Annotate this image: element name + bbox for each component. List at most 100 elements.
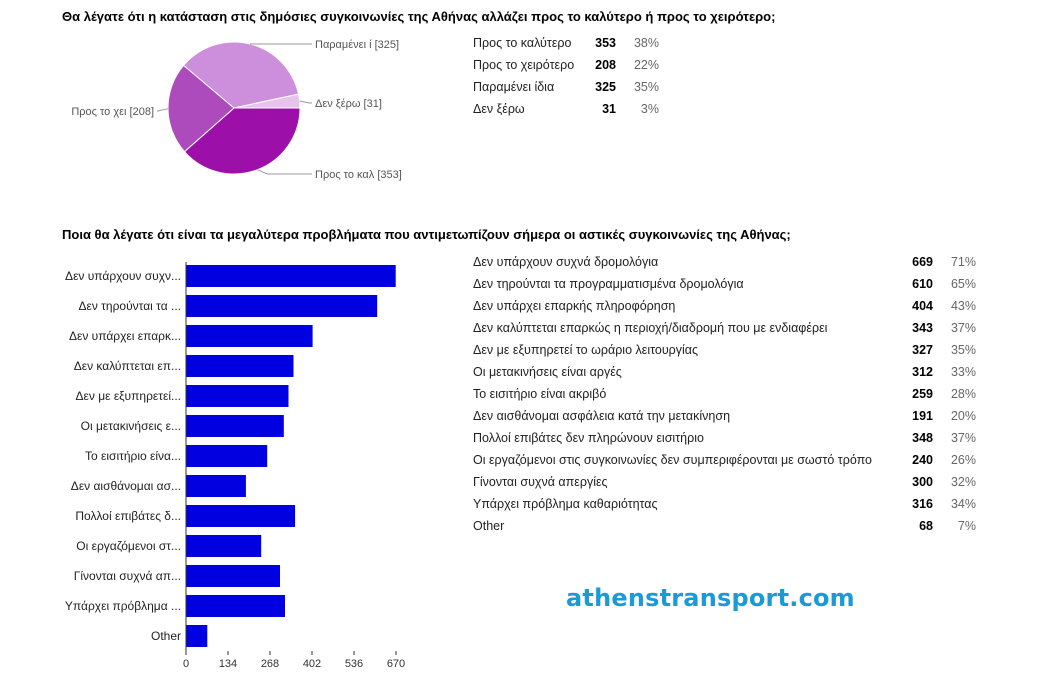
row-count: 610 [912, 277, 933, 291]
bar-category-label: Δεν αισθάνομαι ασ... [71, 479, 181, 493]
bar-category-label: Υπάρχει πρόβλημα ... [65, 599, 181, 613]
row-percent: 38% [633, 36, 659, 50]
bar-x-tick-label: 268 [261, 658, 279, 670]
row-percent: 3% [640, 102, 659, 116]
pie-slice [167, 64, 235, 153]
bar-category-label: Οι εργαζόμενοι στ... [76, 539, 181, 553]
row-label: Δεν αισθάνομαι ασφάλεια κατά την μετακίν… [473, 409, 731, 423]
table-row: Δεν με εξυπηρετεί το ωράριο λειτουργίας 3… [473, 339, 976, 361]
table-row: Δεν αισθάνομαι ασφάλεια κατά την μετακίν… [473, 405, 976, 427]
bar [186, 385, 289, 407]
row-count: 68 [919, 519, 933, 533]
pie-callout-line [299, 100, 312, 104]
row-label: Παραμένει ίδια [473, 80, 555, 94]
bar [186, 295, 378, 317]
bar-x-tick-label: 402 [303, 658, 321, 670]
table-row: Προς το χειρότερο 208 22% [473, 54, 659, 76]
row-count: 353 [595, 36, 616, 50]
row-percent: 20% [950, 409, 976, 423]
row-count: 327 [912, 343, 933, 357]
table-row: Δεν υπάρχει επαρκής πληροφόρηση 404 43% [473, 295, 976, 317]
row-count: 259 [912, 387, 933, 401]
bar-category-label: Δεν καλύπτεται επ... [74, 359, 181, 373]
table-row: Υπάρχει πρόβλημα καθαριότητας 316 34% [473, 493, 976, 515]
bar-category-label: Το εισιτήριο είνα... [85, 449, 181, 463]
table-row: Το εισιτήριο είναι ακριβό 259 28% [473, 383, 976, 405]
row-count: 240 [912, 453, 933, 467]
row-label: Προς το χειρότερο [473, 58, 575, 72]
row-label: Δεν ξέρω [473, 102, 525, 116]
pie-callout-label: Δεν ξέρω [31] [315, 98, 382, 110]
table-row: Οι μετακινήσεις είναι αργές 312 33% [473, 361, 976, 383]
bar [186, 325, 313, 347]
row-percent: 32% [950, 475, 976, 489]
row-count: 312 [912, 365, 933, 379]
row-percent: 43% [950, 299, 976, 313]
bar-category-label: Δεν τηρούνται τα ... [78, 299, 181, 313]
watermark-logo: athenstransport.com [566, 584, 855, 612]
row-count: 404 [912, 299, 933, 313]
row-count: 316 [912, 497, 933, 511]
row-label: Υπάρχει πρόβλημα καθαριότητας [473, 497, 658, 511]
row-label: Οι εργαζόμενοι στις συγκοινωνίες δεν συμ… [473, 453, 872, 467]
pie-question-title: Θα λέγατε ότι η κατάσταση στις δημόσιες … [62, 9, 776, 24]
row-percent: 34% [950, 497, 976, 511]
bar-x-tick-label: 536 [345, 658, 363, 670]
bar [186, 355, 294, 377]
pie-callout-line [257, 169, 312, 175]
table-row: Πολλοί επιβάτες δεν πληρώνουν εισιτήριο 3… [473, 427, 976, 449]
row-count: 343 [912, 321, 933, 335]
bar-category-label: Οι μετακινήσεις ε... [81, 419, 181, 433]
pie-callout-label: Παραμένει ί [325] [315, 39, 399, 51]
bar-x-tick-label: 0 [183, 658, 189, 670]
row-count: 325 [595, 80, 616, 94]
row-label: Δεν υπάρχουν συχνά δρομολόγια [473, 255, 659, 269]
pie-callout-line [157, 108, 169, 112]
row-count: 208 [595, 58, 616, 72]
row-count: 348 [912, 431, 933, 445]
bar [186, 595, 285, 617]
row-label: Το εισιτήριο είναι ακριβό [473, 387, 607, 401]
row-percent: 35% [950, 343, 976, 357]
pie-callout-label: Προς το χει [208] [71, 106, 154, 118]
bar [186, 625, 208, 647]
bar-summary-table: Δεν υπάρχουν συχνά δρομολόγια 669 71% Δεν τ… [473, 251, 976, 537]
row-percent: 37% [950, 431, 976, 445]
bar [186, 415, 284, 437]
row-label: Προς το καλύτερο [473, 36, 572, 50]
row-label: Γίνονται συχνά απεργίες [473, 475, 608, 489]
row-count: 669 [912, 255, 933, 269]
row-label: Other [473, 519, 505, 533]
row-label: Δεν με εξυπηρετεί το ωράριο λειτουργίας [473, 343, 699, 357]
row-percent: 35% [633, 80, 659, 94]
table-row: Οι εργαζόμενοι στις συγκοινωνίες δεν συμ… [473, 449, 976, 471]
table-row: Παραμένει ίδια 325 35% [473, 76, 659, 98]
bar-x-tick-label: 134 [219, 658, 237, 670]
row-percent: 71% [950, 255, 976, 269]
row-percent: 26% [950, 453, 976, 467]
row-count: 31 [602, 102, 616, 116]
table-row: Δεν καλύπτεται επαρκώς η περιοχή/διαδρομ… [473, 317, 976, 339]
row-count: 300 [912, 475, 933, 489]
row-count: 191 [912, 409, 933, 423]
bar [186, 265, 396, 287]
row-percent: 65% [950, 277, 976, 291]
bar-question-title: Ποια θα λέγατε ότι είναι τα μεγαλύτερα π… [62, 227, 791, 242]
table-row: Δεν υπάρχουν συχνά δρομολόγια 669 71% [473, 251, 976, 273]
bar [186, 475, 246, 497]
bar-category-label: Other [151, 629, 181, 643]
row-percent: 22% [633, 58, 659, 72]
pie-summary-table: Προς το καλύτερο 353 38% Προς το χειρότερο 2… [473, 32, 659, 120]
row-label: Πολλοί επιβάτες δεν πληρώνουν εισιτήριο [473, 431, 704, 445]
bar [186, 535, 262, 557]
bar [186, 445, 268, 467]
row-percent: 28% [950, 387, 976, 401]
row-label: Δεν τηρούνται τα προγραμματισμένα δρομολ… [473, 277, 744, 291]
row-percent: 7% [957, 519, 976, 533]
bar-category-label: Δεν υπάρχει επαρκ... [69, 329, 181, 343]
row-label: Δεν καλύπτεται επαρκώς η περιοχή/διαδρομ… [473, 321, 828, 335]
row-label: Οι μετακινήσεις είναι αργές [473, 365, 622, 379]
bar-x-tick-label: 670 [387, 658, 405, 670]
bar [186, 565, 280, 587]
